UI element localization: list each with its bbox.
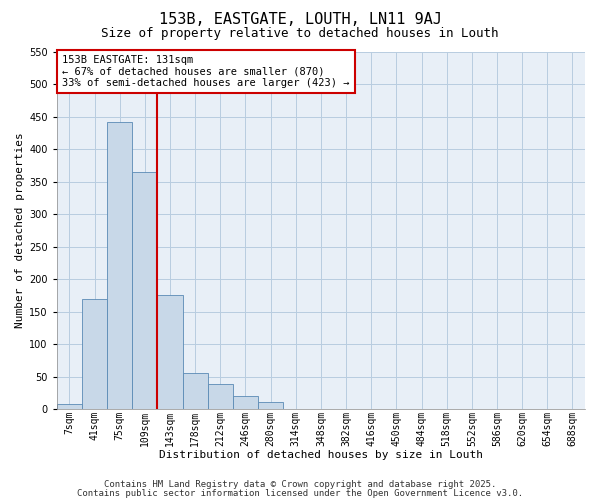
Bar [57,404,82,409]
Text: 153B EASTGATE: 131sqm
← 67% of detached houses are smaller (870)
33% of semi-det: 153B EASTGATE: 131sqm ← 67% of detached … [62,55,350,88]
X-axis label: Distribution of detached houses by size in Louth: Distribution of detached houses by size … [159,450,483,460]
Text: Contains HM Land Registry data © Crown copyright and database right 2025.: Contains HM Land Registry data © Crown c… [104,480,496,489]
Bar [208,384,233,409]
Bar [157,294,182,409]
Bar [182,374,208,409]
Text: Size of property relative to detached houses in Louth: Size of property relative to detached ho… [101,28,499,40]
Bar [258,402,283,409]
Y-axis label: Number of detached properties: Number of detached properties [15,132,25,328]
Bar [132,172,157,409]
Bar [233,396,258,409]
Text: 153B, EASTGATE, LOUTH, LN11 9AJ: 153B, EASTGATE, LOUTH, LN11 9AJ [158,12,442,28]
Bar [107,122,132,409]
Bar [283,408,308,409]
Bar [82,298,107,409]
Text: Contains public sector information licensed under the Open Government Licence v3: Contains public sector information licen… [77,488,523,498]
